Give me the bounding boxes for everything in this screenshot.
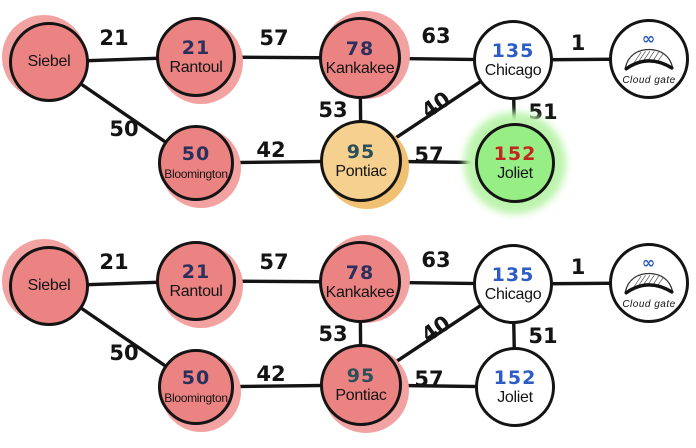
node-joliet: 152 Joliet [475, 123, 555, 203]
node-pontiac: 95 Pontiac [320, 120, 402, 202]
node-kankakee: 78 Kankakee [319, 17, 401, 99]
node-label: Rantoul [169, 282, 223, 300]
node-label: Pontiac [335, 162, 387, 180]
node-label: Joliet [497, 388, 533, 406]
node-cloud-gate: ∞ Cloud gate [609, 243, 689, 323]
node-pontiac: 95 Pontiac [320, 344, 402, 426]
edge-weight-pontiac-joliet: 57 [414, 367, 444, 391]
node-bloomington: 50 Bloomington [158, 349, 234, 425]
node-label: Joliet [497, 164, 533, 182]
node-distance: 21 [181, 260, 211, 283]
edge-weight-chicago-joliet: 51 [528, 324, 558, 348]
edge-weight-rantoul-kankakee: 57 [259, 250, 289, 274]
edge-weight-chicago-joliet: 51 [528, 100, 558, 124]
bean-sculpture-icon [624, 272, 674, 295]
node-label: Cloud gate [622, 75, 676, 86]
node-label: Chicago [484, 61, 542, 79]
graph-top: 21 57 63 1 50 42 53 40 57 51 Siebel 21 R… [9, 17, 689, 203]
node-rantoul: 21 Rantoul [156, 17, 236, 97]
infinity-distance: ∞ [641, 253, 657, 272]
node-chicago: 135 Chicago [473, 20, 553, 100]
edge-weight-bloomington-pontiac: 42 [256, 138, 286, 162]
node-label: Siebel [27, 277, 71, 294]
node-distance: 135 [491, 39, 535, 62]
node-distance: 135 [491, 263, 535, 286]
edge-weight-chicago-cloudgate: 1 [570, 31, 586, 55]
node-bloomington: 50 Bloomington [158, 125, 234, 201]
edge-weight-rantoul-kankakee: 57 [259, 26, 289, 50]
node-rantoul: 21 Rantoul [156, 241, 236, 321]
node-kankakee: 78 Kankakee [319, 241, 401, 323]
node-distance: 50 [181, 142, 211, 165]
edge-weight-kankakee-pontiac: 53 [318, 322, 348, 346]
node-distance: 152 [493, 366, 537, 389]
edge-weight-siebel-rantoul: 21 [99, 26, 129, 50]
node-label: Chicago [484, 285, 542, 303]
node-label: Bloomington [164, 390, 228, 405]
node-distance: 78 [345, 261, 375, 284]
graph-bottom: 21 57 63 1 50 42 53 40 57 51 Siebel 21 R… [0, 224, 696, 448]
edge-weight-bloomington-pontiac: 42 [256, 362, 286, 386]
edge-weight-kankakee-pontiac: 53 [318, 98, 348, 122]
node-label: Siebel [27, 53, 71, 70]
node-label: Kankakee [325, 59, 395, 77]
node-distance: 95 [346, 140, 376, 163]
node-distance: 152 [493, 142, 537, 165]
node-label: Rantoul [169, 58, 223, 76]
node-label: Kankakee [325, 283, 395, 301]
node-label: Pontiac [335, 386, 387, 404]
edge-weight-kankakee-chicago: 63 [421, 24, 451, 48]
node-label: Cloud gate [622, 299, 676, 310]
node-distance: 50 [181, 366, 211, 389]
edge-weight-pontiac-joliet: 57 [414, 143, 444, 167]
bean-sculpture-icon [624, 48, 674, 71]
node-distance: 78 [345, 37, 375, 60]
node-distance: 21 [181, 36, 211, 59]
edge-weight-siebel-bloomington: 50 [109, 341, 139, 365]
infinity-distance: ∞ [641, 29, 657, 48]
edge-weight-kankakee-chicago: 63 [421, 248, 451, 272]
node-siebel: Siebel [9, 22, 89, 102]
node-cloud-gate: ∞ Cloud gate [609, 19, 689, 99]
node-siebel: Siebel [9, 246, 89, 326]
node-joliet: 152 Joliet [475, 347, 555, 427]
edge-weight-siebel-bloomington: 50 [109, 117, 139, 141]
node-chicago: 135 Chicago [473, 244, 553, 324]
node-distance: 95 [346, 364, 376, 387]
edge-weight-siebel-rantoul: 21 [99, 250, 129, 274]
node-label: Bloomington [164, 166, 228, 181]
edge-weight-chicago-cloudgate: 1 [570, 255, 586, 279]
